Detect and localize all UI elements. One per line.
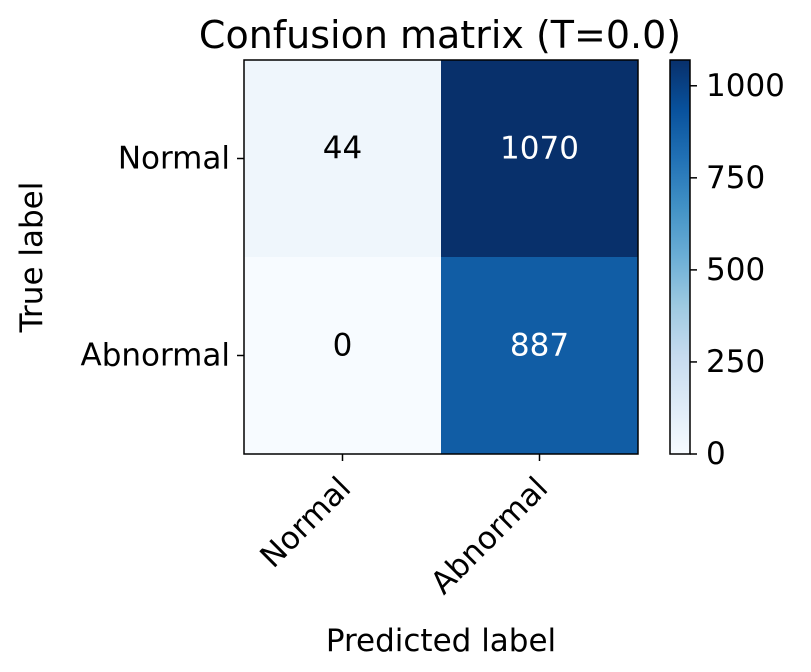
cell-value-label: 887 [510, 328, 569, 364]
x-tick-label: Abnormal [424, 470, 555, 601]
colorbar-tick-label: 250 [706, 344, 765, 380]
colorbar-tick-label: 1000 [706, 68, 785, 104]
matrix-cell-r1-c1 [441, 257, 638, 454]
y-axis-label: True label [14, 182, 50, 334]
matrix-cells [244, 60, 638, 454]
x-axis-ticks: Normal Abnormal [253, 454, 555, 601]
plot-frame [243, 59, 639, 455]
matrix-cell-r0-c1 [441, 60, 638, 257]
matrix-cell-r0-c0 [244, 60, 441, 257]
x-tick-label: Normal [253, 470, 358, 575]
colorbar-tick-label: 500 [706, 252, 765, 288]
y-axis-ticks: Normal Abnormal [80, 141, 244, 374]
matrix-cell-labels: 44 1070 0 887 [323, 131, 579, 364]
colorbar-tick-label: 0 [706, 436, 726, 472]
chart-title: Confusion matrix (T=0.0) [199, 13, 681, 57]
cell-value-label: 0 [333, 328, 353, 364]
y-tick-label: Abnormal [80, 338, 230, 374]
cell-value-label: 44 [323, 131, 362, 167]
colorbar [669, 59, 691, 455]
y-tick-label: Normal [118, 141, 230, 177]
colorbar-ticks: 0 250 500 750 1000 [690, 68, 785, 472]
colorbar-tick-label: 750 [706, 160, 765, 196]
x-axis-label: Predicted label [326, 623, 556, 659]
matrix-cell-r1-c0 [244, 257, 441, 454]
cell-value-label: 1070 [500, 131, 579, 167]
